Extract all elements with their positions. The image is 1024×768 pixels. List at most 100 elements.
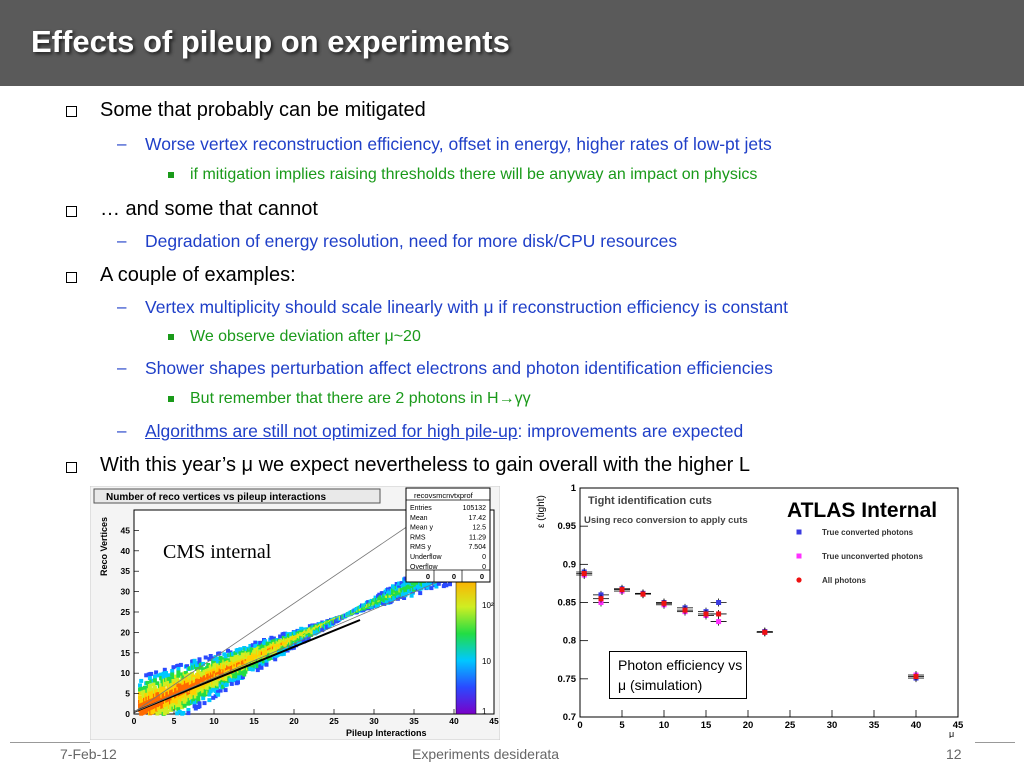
cms-heat-cell: [185, 664, 190, 669]
cms-heat-cell: [156, 673, 161, 678]
cms-heat-cell: [196, 678, 201, 683]
cms-heat-cell: [196, 669, 201, 674]
cms-x-tick-label: 40: [449, 716, 459, 726]
cms-heat-cell: [211, 687, 216, 692]
cms-heat-cell: [192, 677, 197, 681]
cms-heat-cell: [221, 682, 226, 687]
cms-heat-cell: [399, 581, 404, 586]
cms-z-tick: 1: [482, 707, 487, 716]
cms-heat-cell: [229, 677, 234, 682]
cms-heat-cell: [271, 639, 276, 644]
cms-y-tick-label: 5: [125, 689, 130, 699]
cms-heat-cell: [192, 680, 197, 684]
cms-heat-cell: [258, 640, 263, 645]
cms-heat-cell: [190, 662, 195, 667]
cms-heat-cell: [175, 711, 180, 716]
atlas-x-tick-label: 5: [619, 720, 625, 731]
cms-stats-name: recovsmcnvtxprof: [414, 491, 474, 500]
atlas-data-point: [661, 600, 667, 606]
cms-heat-cell: [216, 690, 221, 695]
cms-stats-key: RMS y: [410, 544, 432, 551]
cms-stats-grid: 0: [452, 572, 456, 581]
cms-stats-key: Underflow: [410, 554, 442, 561]
cms-heat-cell: [222, 652, 227, 657]
cms-heat-cell: [147, 684, 152, 688]
footer-divider-left: [10, 742, 90, 743]
cms-heat-cell: [397, 583, 402, 588]
atlas-data-point: [703, 611, 709, 617]
cms-heat-cell: [216, 659, 221, 664]
algorithms-link[interactable]: Algorithms are still not optimized for h…: [145, 421, 518, 441]
cms-heat-cell: [196, 696, 201, 701]
bullet-level1: Some that probably can be mitigated: [100, 99, 426, 121]
atlas-data-point: [598, 596, 604, 602]
cms-heat-cell: [198, 665, 203, 670]
cms-heat-cell: [191, 692, 196, 697]
cms-y-tick-label: 35: [121, 566, 131, 576]
cms-heat-cell: [221, 684, 226, 689]
cms-y-tick-label: 20: [121, 627, 131, 637]
cms-heat-cell: [192, 698, 197, 703]
title-bar: Effects of pileup on experiments: [0, 0, 1024, 86]
cms-heat-cell: [203, 692, 208, 696]
cms-heat-cell: [226, 648, 230, 653]
cms-heat-cell: [192, 704, 197, 709]
cms-heat-cell: [176, 673, 181, 678]
cms-heat-cell: [192, 701, 197, 706]
cms-heat-cell: [242, 672, 247, 677]
cms-heat-cell: [187, 676, 192, 680]
cms-heat-cell: [407, 580, 412, 585]
cms-heat-cell: [212, 658, 217, 663]
cms-heat-cell: [164, 707, 168, 711]
atlas-x-tick-label: 30: [827, 720, 838, 731]
cms-heat-cell: [229, 654, 234, 659]
cms-heat-cell: [154, 670, 159, 675]
square-marker: [168, 396, 174, 402]
atlas-data-point: [913, 674, 919, 680]
cms-heat-cell: [203, 655, 208, 660]
cms-heat-cell: [250, 643, 255, 648]
bullet-level3: But remember that there are 2 photons in…: [190, 390, 531, 407]
cms-heat-cell: [152, 686, 157, 690]
cms-y-tick-label: 25: [121, 607, 131, 617]
cms-heat-cell: [183, 674, 188, 679]
cms-heat-cell: [192, 661, 197, 666]
cms-y-ticks: 0 5 10 15 20 25 30 35 40 45: [121, 525, 139, 719]
note-text: Photon efficiency vs μ (simulation): [618, 657, 743, 693]
cms-heat-cell: [176, 667, 181, 671]
atlas-data-point: [716, 600, 722, 605]
atlas-legend: True converted photons True unconverted p…: [796, 528, 923, 585]
cms-heat-cell: [169, 679, 173, 684]
atlas-data-point: [581, 570, 587, 576]
cms-heat-cell: [255, 664, 260, 669]
bullet-level1: With this year’s μ we expect nevertheles…: [100, 454, 750, 476]
cms-heat-cell: [156, 707, 161, 712]
atlas-y-tick-label: 0.85: [558, 598, 577, 609]
cms-heat-cell: [309, 632, 314, 637]
atlas-data-point: [619, 587, 625, 593]
bullet-level2: Vertex multiplicity should scale linearl…: [145, 297, 788, 317]
cms-heat-cell: [180, 672, 185, 677]
cms-heat-cell: [182, 700, 187, 705]
cms-heat-cell: [159, 691, 164, 696]
cms-heat-cell: [218, 661, 223, 666]
bullet-marker: [66, 106, 77, 117]
cms-x-tick-label: 30: [369, 716, 379, 726]
cms-heat-cell: [162, 667, 167, 672]
cms-heat-cell: [307, 624, 312, 629]
cms-heat-cell: [211, 695, 216, 700]
cms-heat-cell: [143, 689, 147, 694]
cms-heat-cell: [238, 647, 243, 652]
bullet-level3: We observe deviation after μ~20: [190, 328, 421, 345]
cms-heat-cell: [232, 676, 237, 680]
cms-heat-cell: [171, 675, 176, 680]
cms-heat-cell: [231, 651, 235, 656]
cms-heat-cell: [236, 680, 240, 685]
cms-heat-cell: [139, 678, 144, 683]
cms-heat-cell: [197, 704, 202, 709]
cms-heat-cell: [205, 685, 209, 690]
cms-color-scale: [455, 579, 477, 715]
cms-heat-cell: [289, 633, 294, 638]
cms-heat-cell: [208, 689, 213, 694]
cms-y-tick-label: 40: [121, 546, 131, 556]
